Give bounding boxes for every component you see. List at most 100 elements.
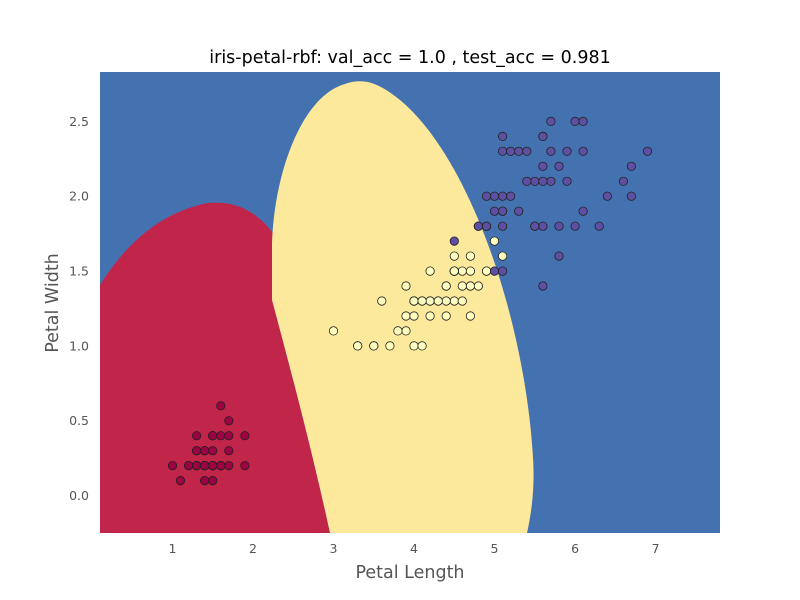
data-point-class-0 xyxy=(192,446,202,456)
data-point-class-2 xyxy=(554,161,564,171)
data-point-class-2 xyxy=(562,146,572,156)
y-tick-label: 0.0 xyxy=(69,488,89,503)
data-point-class-2 xyxy=(497,266,508,276)
data-point-class-1 xyxy=(369,341,379,351)
data-point-class-2 xyxy=(497,131,508,141)
data-point-class-1 xyxy=(457,266,467,276)
x-tick-label: 5 xyxy=(491,541,499,556)
data-point-class-2 xyxy=(505,146,516,156)
y-tick-label: 1.5 xyxy=(69,264,89,279)
data-point-class-2 xyxy=(538,221,548,231)
data-point-class-0 xyxy=(208,460,218,471)
y-axis: 0.0 0.5 1.0 1.5 2.0 2.5 xyxy=(69,114,89,503)
data-point-class-2 xyxy=(481,191,492,201)
y-tick-label: 0.5 xyxy=(69,413,89,428)
x-tick-label: 2 xyxy=(249,541,257,556)
y-tick-label: 2.5 xyxy=(69,114,89,129)
x-tick-label: 3 xyxy=(330,541,338,556)
y-axis-label: Petal Width xyxy=(43,253,63,353)
data-point-class-2 xyxy=(489,191,500,201)
data-point-class-2 xyxy=(578,116,588,127)
data-point-class-0 xyxy=(224,416,234,426)
data-point-class-2 xyxy=(554,221,564,231)
data-point-class-0 xyxy=(216,401,226,411)
data-point-class-0 xyxy=(175,475,186,486)
data-point-class-1 xyxy=(393,326,403,336)
data-point-class-0 xyxy=(208,475,218,486)
data-point-class-2 xyxy=(602,191,612,201)
data-point-class-2 xyxy=(578,146,588,156)
data-point-class-1 xyxy=(401,281,411,291)
data-point-class-2 xyxy=(570,116,580,127)
data-point-class-1 xyxy=(377,296,387,306)
data-points xyxy=(167,116,653,486)
data-point-class-2 xyxy=(473,221,483,231)
data-point-class-2 xyxy=(449,236,459,246)
data-point-class-1 xyxy=(328,326,339,336)
data-point-class-1 xyxy=(457,281,467,291)
data-point-class-2 xyxy=(497,191,508,201)
data-point-class-2 xyxy=(522,176,532,186)
y-tick-label: 1.0 xyxy=(69,338,89,353)
y-tick-label: 2.0 xyxy=(69,189,89,204)
data-point-class-1 xyxy=(465,251,475,261)
data-point-class-1 xyxy=(401,326,411,336)
data-point-class-2 xyxy=(538,281,548,291)
chart-title: iris-petal-rbf: val_acc = 1.0 , test_acc… xyxy=(209,48,610,68)
data-point-class-2 xyxy=(626,161,637,171)
data-point-class-2 xyxy=(594,221,604,231)
data-point-class-2 xyxy=(489,266,500,276)
x-tick-label: 7 xyxy=(652,541,660,556)
data-point-class-1 xyxy=(441,296,451,306)
data-point-class-1 xyxy=(465,311,475,321)
data-point-class-0 xyxy=(224,446,234,456)
data-point-class-2 xyxy=(570,221,580,231)
data-point-class-2 xyxy=(546,146,556,156)
data-point-class-1 xyxy=(385,341,395,351)
data-point-class-0 xyxy=(192,460,202,471)
data-point-class-2 xyxy=(538,161,548,171)
data-point-class-1 xyxy=(449,251,459,261)
data-point-class-1 xyxy=(449,296,459,306)
data-point-class-2 xyxy=(522,146,532,156)
data-point-class-2 xyxy=(489,206,500,216)
data-point-class-1 xyxy=(497,251,508,261)
data-point-class-2 xyxy=(562,176,572,186)
data-point-class-0 xyxy=(200,460,210,471)
x-tick-label: 4 xyxy=(410,541,418,556)
data-point-class-2 xyxy=(530,221,540,231)
data-point-class-1 xyxy=(481,266,492,276)
data-point-class-2 xyxy=(497,146,508,156)
data-point-class-1 xyxy=(465,266,475,276)
data-point-class-1 xyxy=(417,296,427,306)
data-point-class-2 xyxy=(538,131,548,141)
data-point-class-1 xyxy=(409,311,419,321)
data-point-class-2 xyxy=(546,116,556,127)
data-point-class-1 xyxy=(409,341,419,351)
data-point-class-1 xyxy=(401,311,411,321)
x-tick-label: 6 xyxy=(571,541,579,556)
data-point-class-1 xyxy=(425,311,435,321)
data-point-class-2 xyxy=(642,146,653,156)
data-point-class-0 xyxy=(208,431,218,441)
data-point-class-2 xyxy=(626,191,637,201)
data-point-class-0 xyxy=(192,431,202,441)
data-point-class-2 xyxy=(497,206,508,216)
data-point-class-0 xyxy=(200,446,210,456)
data-point-class-1 xyxy=(353,341,363,351)
data-point-class-0 xyxy=(240,460,250,471)
data-point-class-0 xyxy=(184,460,194,471)
data-point-class-1 xyxy=(441,281,451,291)
data-point-class-1 xyxy=(489,236,500,246)
data-point-class-0 xyxy=(240,431,250,441)
region-class-1 xyxy=(272,81,534,533)
data-point-class-2 xyxy=(554,251,564,261)
data-point-class-1 xyxy=(417,341,427,351)
data-point-class-2 xyxy=(514,146,524,156)
data-point-class-0 xyxy=(224,431,234,441)
data-point-class-0 xyxy=(216,431,226,441)
data-point-class-1 xyxy=(425,266,435,276)
data-point-class-1 xyxy=(465,281,475,291)
data-point-class-2 xyxy=(497,221,508,231)
